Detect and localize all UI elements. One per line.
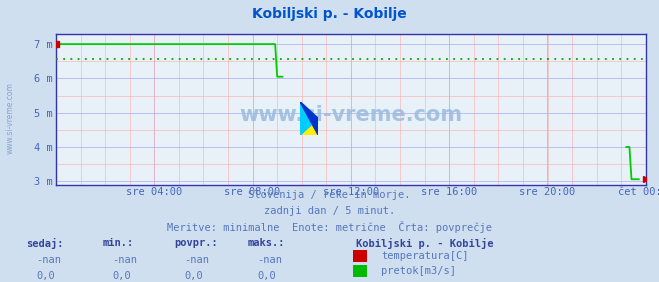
Polygon shape [300,102,318,135]
Text: min.:: min.: [102,238,133,248]
Text: povpr.:: povpr.: [175,238,218,248]
Text: 0,0: 0,0 [257,271,275,281]
Text: www.si-vreme.com: www.si-vreme.com [239,105,463,125]
Text: 0,0: 0,0 [185,271,203,281]
Polygon shape [300,118,318,135]
Text: sedaj:: sedaj: [26,238,64,249]
Text: -nan: -nan [36,255,61,265]
Text: pretok[m3/s]: pretok[m3/s] [381,266,456,276]
Text: -nan: -nan [257,255,282,265]
Text: 0,0: 0,0 [36,271,55,281]
Text: Kobiljski p. - Kobilje: Kobiljski p. - Kobilje [356,238,494,249]
Text: zadnji dan / 5 minut.: zadnji dan / 5 minut. [264,206,395,216]
Text: -nan: -nan [112,255,137,265]
Text: 0,0: 0,0 [112,271,130,281]
Text: Kobiljski p. - Kobilje: Kobiljski p. - Kobilje [252,7,407,21]
Text: Meritve: minimalne  Enote: metrične  Črta: povprečje: Meritve: minimalne Enote: metrične Črta:… [167,221,492,233]
Text: maks.:: maks.: [247,238,285,248]
Polygon shape [300,102,318,135]
Text: temperatura[C]: temperatura[C] [381,251,469,261]
Text: -nan: -nan [185,255,210,265]
Text: Slovenija / reke in morje.: Slovenija / reke in morje. [248,190,411,200]
Text: www.si-vreme.com: www.si-vreme.com [5,83,14,154]
